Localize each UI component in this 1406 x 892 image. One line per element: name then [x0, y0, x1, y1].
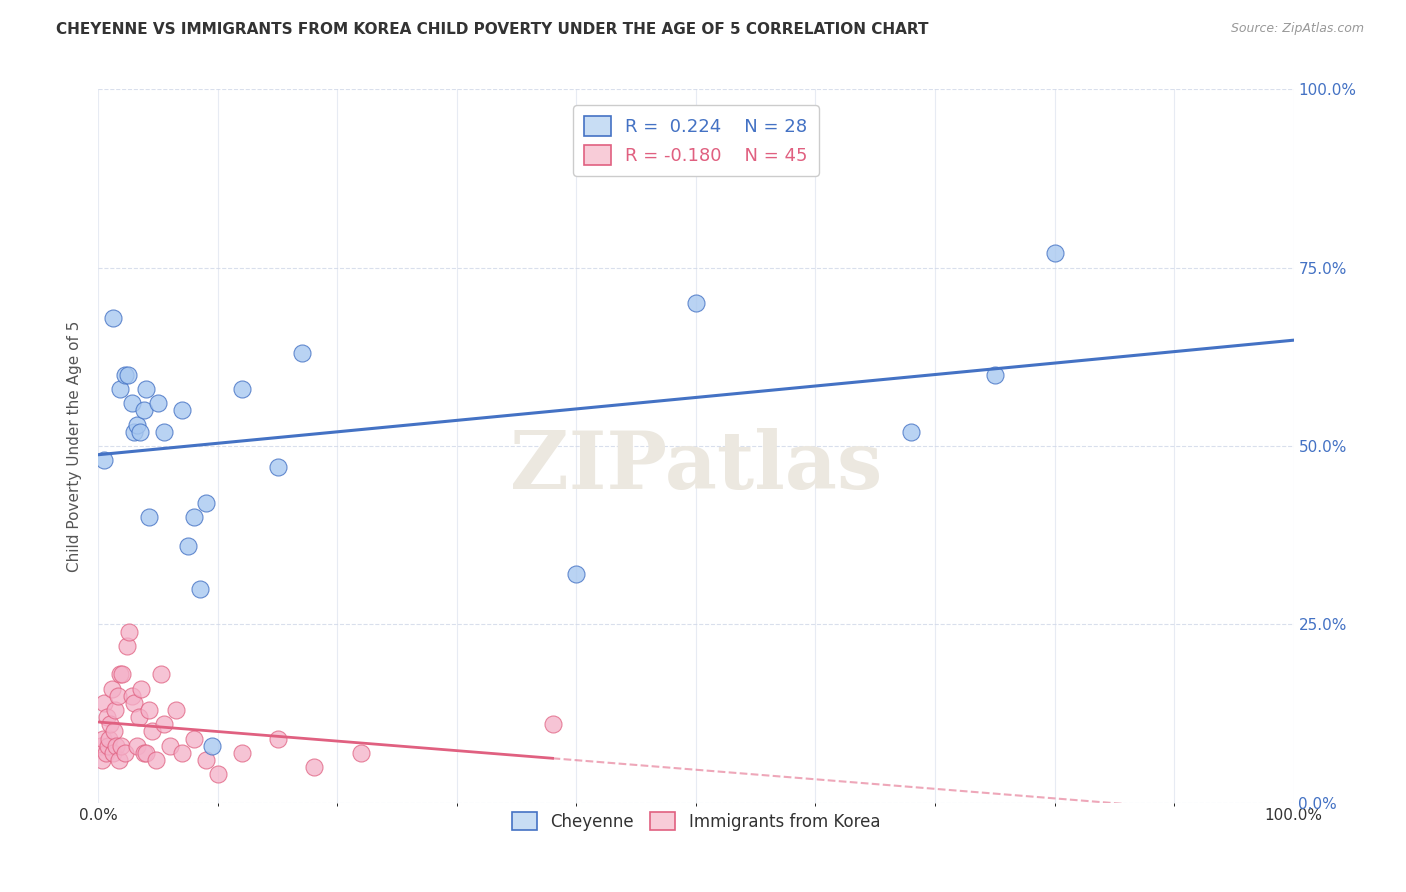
Point [149, 667, 172, 681]
Point [93, 696, 115, 710]
Point [115, 639, 138, 653]
Point [302, 760, 325, 774]
Point [111, 667, 134, 681]
Point [207, 767, 229, 781]
Point [125, 417, 148, 432]
Point [172, 746, 194, 760]
Point [121, 689, 143, 703]
Point [97, 739, 120, 753]
Point [900, 425, 922, 439]
Point [110, 739, 132, 753]
Point [124, 425, 146, 439]
Point [165, 703, 187, 717]
Point [108, 667, 131, 681]
Point [90, 739, 112, 753]
Point [98, 717, 122, 731]
Point [93, 453, 115, 467]
Point [124, 696, 146, 710]
Point [565, 567, 588, 582]
Point [114, 368, 136, 382]
Point [153, 717, 176, 731]
Point [135, 382, 157, 396]
Text: ZIPatlas: ZIPatlas [510, 428, 882, 507]
Point [685, 296, 707, 310]
Point [138, 703, 160, 717]
Point [131, 681, 153, 696]
Point [195, 496, 218, 510]
Point [98, 731, 121, 746]
Point [183, 510, 205, 524]
Point [135, 746, 157, 760]
Point [101, 310, 124, 325]
Point [91, 753, 114, 767]
Point [107, 753, 129, 767]
Point [128, 710, 150, 724]
Text: Source: ZipAtlas.com: Source: ZipAtlas.com [1230, 22, 1364, 36]
Point [172, 403, 194, 417]
Point [231, 382, 253, 396]
Point [101, 746, 124, 760]
Point [94, 746, 117, 760]
Point [541, 717, 564, 731]
Y-axis label: Child Poverty Under the Age of 5: Child Poverty Under the Age of 5 [67, 320, 83, 572]
Point [188, 582, 211, 596]
Point [138, 510, 160, 524]
Text: CHEYENNE VS IMMIGRANTS FROM KOREA CHILD POVERTY UNDER THE AGE OF 5 CORRELATION C: CHEYENNE VS IMMIGRANTS FROM KOREA CHILD … [56, 22, 929, 37]
Point [148, 396, 170, 410]
Point [183, 731, 205, 746]
Point [267, 731, 290, 746]
Point [91, 731, 114, 746]
Point [132, 746, 155, 760]
Point [105, 739, 128, 753]
Point [121, 396, 143, 410]
Point [107, 689, 129, 703]
Point [100, 681, 122, 696]
Point [125, 739, 148, 753]
Point [114, 746, 136, 760]
Point [984, 368, 1007, 382]
Point [159, 739, 181, 753]
Point [118, 624, 141, 639]
Point [117, 368, 139, 382]
Legend: Cheyenne, Immigrants from Korea: Cheyenne, Immigrants from Korea [505, 805, 887, 838]
Point [291, 346, 314, 360]
Point [96, 710, 118, 724]
Point [231, 746, 253, 760]
Point [195, 753, 218, 767]
Point [267, 460, 290, 475]
Point [129, 425, 152, 439]
Point [141, 724, 163, 739]
Point [177, 539, 200, 553]
Point [153, 425, 176, 439]
Point [1043, 246, 1066, 260]
Point [104, 703, 127, 717]
Point [132, 403, 155, 417]
Point [145, 753, 167, 767]
Point [350, 746, 373, 760]
Point [103, 724, 125, 739]
Point [108, 382, 131, 396]
Point [201, 739, 224, 753]
